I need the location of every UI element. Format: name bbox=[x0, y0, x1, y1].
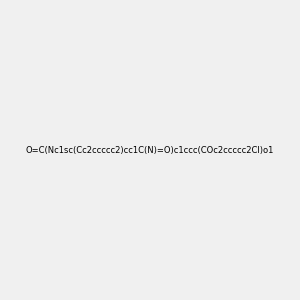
Text: O=C(Nc1sc(Cc2ccccc2)cc1C(N)=O)c1ccc(COc2ccccc2Cl)o1: O=C(Nc1sc(Cc2ccccc2)cc1C(N)=O)c1ccc(COc2… bbox=[26, 146, 274, 154]
